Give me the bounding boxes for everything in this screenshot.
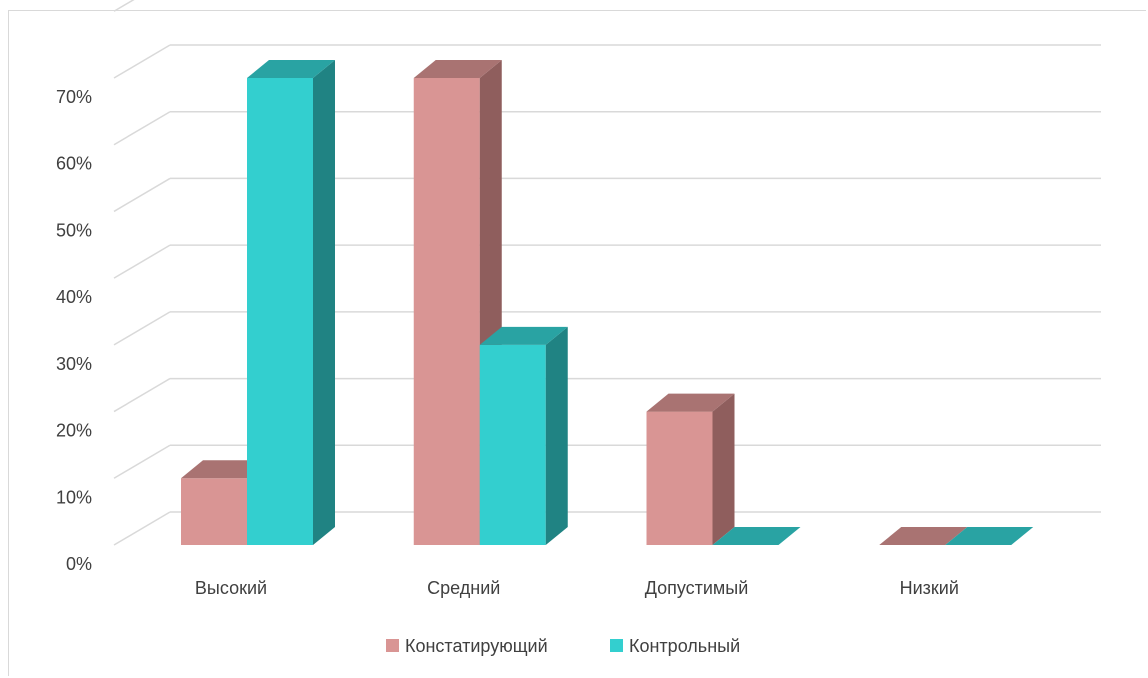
legend-swatch xyxy=(386,639,399,652)
bar-front xyxy=(479,344,546,545)
gridline-side xyxy=(113,177,171,213)
x-axis-categories: Высокий Средний Допустимый Низкий xyxy=(195,578,959,598)
bar xyxy=(646,393,735,545)
gridline-side xyxy=(113,0,135,12)
y-tick-label: 20% xyxy=(56,421,92,441)
y-tick-label: 30% xyxy=(56,354,92,374)
bar-top xyxy=(945,527,1034,545)
bar xyxy=(712,527,801,545)
legend-swatch xyxy=(610,639,623,652)
bar-front xyxy=(646,411,713,545)
bar-top xyxy=(646,393,735,412)
y-tick-label: 0% xyxy=(66,554,92,574)
bar xyxy=(945,527,1034,545)
x-category-label: Высокий xyxy=(195,578,267,598)
bars xyxy=(181,60,1034,545)
gridline-side xyxy=(113,111,171,146)
x-category-label: Средний xyxy=(427,578,500,598)
bar-front xyxy=(413,78,480,545)
legend-label: Констатирующий xyxy=(405,636,548,656)
bar-front xyxy=(247,78,313,545)
gridline-side xyxy=(113,444,171,479)
bar-side xyxy=(313,60,335,545)
y-tick-label: 10% xyxy=(56,487,92,507)
legend-item: Констатирующий xyxy=(386,636,548,656)
gridline-side xyxy=(113,244,171,279)
bar-top xyxy=(479,326,568,345)
legend-item: Контрольный xyxy=(610,636,740,656)
bar-top xyxy=(413,60,502,78)
bar-top xyxy=(879,527,968,545)
y-axis-ticks: 0% 10% 20% 30% 40% 50% 60% 70% xyxy=(56,87,92,574)
bar xyxy=(479,326,568,545)
legend: Констатирующий Контрольный xyxy=(386,636,740,656)
x-category-label: Допустимый xyxy=(645,578,749,598)
y-tick-label: 40% xyxy=(56,287,92,307)
x-category-label: Низкий xyxy=(900,578,959,598)
bar-side xyxy=(712,393,735,545)
gridline-side xyxy=(113,511,171,546)
bar xyxy=(879,527,968,545)
bar-top xyxy=(712,527,801,545)
gridline-side xyxy=(113,311,171,346)
y-tick-label: 60% xyxy=(56,154,92,174)
y-tick-label: 50% xyxy=(56,220,92,240)
bar-side xyxy=(545,326,568,545)
legend-label: Контрольный xyxy=(629,636,740,656)
y-tick-label: 70% xyxy=(56,87,92,107)
gridline-side xyxy=(113,377,171,413)
bar xyxy=(247,60,335,545)
bar-top xyxy=(247,60,335,78)
chart-frame xyxy=(8,10,1146,676)
bar-front xyxy=(181,478,247,545)
gridline-side xyxy=(113,44,171,79)
